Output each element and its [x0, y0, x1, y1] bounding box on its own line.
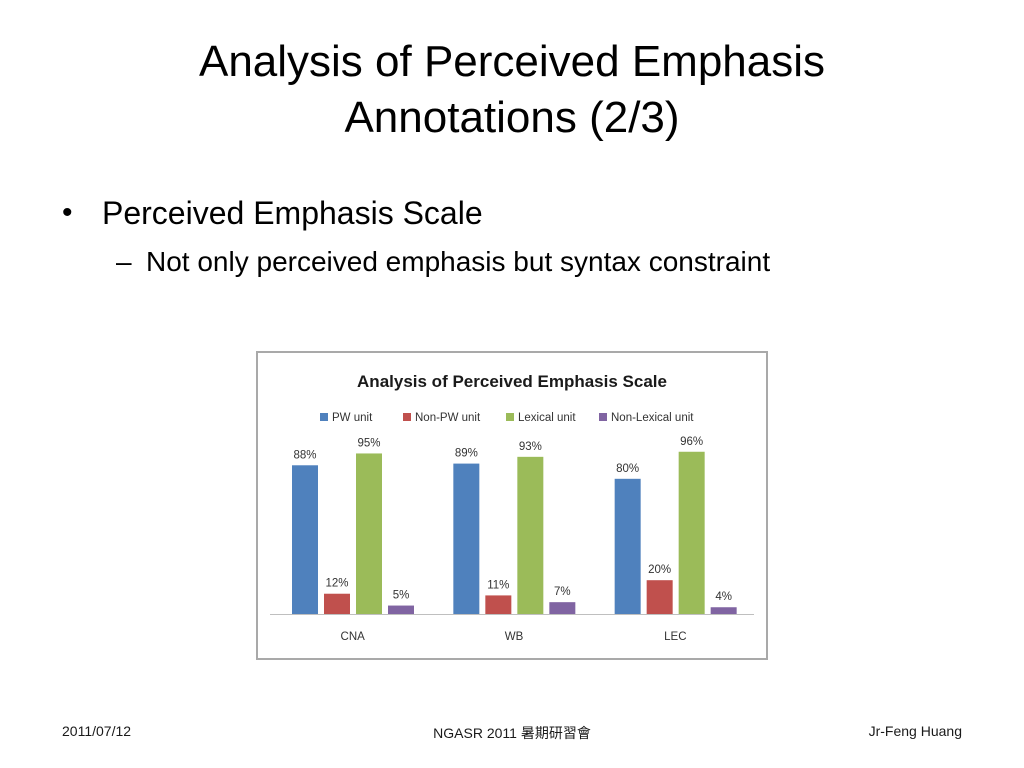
legend-label: Non-PW unit: [415, 412, 481, 424]
chart-bars: 88% 12% 95% 5% 89% 11% 93% 7% 80% 20% 96% 4%: [292, 436, 737, 614]
sub-bullet-text: Not only perceived emphasis but syntax c…: [146, 246, 771, 277]
x-tick-label: CNA: [341, 631, 366, 643]
data-label: 5%: [393, 590, 410, 602]
data-label: 4%: [715, 591, 732, 603]
data-label: 12%: [325, 578, 348, 590]
chart-legend: PW unit Non-PW unit Lexical unit Non-Lexica…: [320, 412, 694, 424]
chart-bar: [517, 456, 544, 614]
legend-item: Non-PW unit: [403, 412, 481, 424]
x-tick-label: LEC: [664, 631, 686, 643]
chart-bar: [710, 607, 737, 614]
data-label: 11%: [487, 579, 509, 591]
legend-label: PW unit: [332, 412, 373, 424]
bullet-marker: •: [62, 196, 73, 229]
legend-item: Lexical unit: [506, 412, 576, 424]
chart-bar: [485, 595, 512, 614]
sub-bullet-marker: –: [116, 246, 132, 277]
bullet-item: • Perceived Emphasis Scale: [62, 188, 982, 238]
data-label: 93%: [519, 441, 542, 453]
chart-svg: Analysis of Perceived Emphasis Scale PW …: [270, 372, 754, 643]
data-label: 88%: [293, 449, 316, 461]
chart-bar: [453, 463, 480, 614]
chart-bar: [356, 453, 382, 614]
slide-title-line2: Annotations (2/3): [344, 93, 680, 142]
data-label: 80%: [616, 463, 639, 475]
bullet-list: • Perceived Emphasis Scale – Not only pe…: [62, 188, 982, 282]
data-label: 95%: [357, 437, 380, 449]
sub-bullet-item: – Not only perceived emphasis but syntax…: [116, 242, 982, 282]
legend-swatch: [320, 413, 328, 421]
slide-title: Analysis of Perceived Emphasis Annotatio…: [60, 34, 964, 146]
footer-date: 2011/07/12: [62, 723, 132, 739]
data-label: 7%: [554, 586, 571, 598]
legend-label: Lexical unit: [518, 412, 576, 424]
x-axis-ticks: CNA WB LEC: [341, 631, 687, 643]
chart-bar: [549, 602, 576, 614]
legend-swatch: [599, 413, 607, 421]
legend-item: Non-Lexical unit: [599, 412, 694, 424]
chart-bar: [388, 605, 414, 614]
footer-event: NGASR 2011 暑期研習會: [433, 725, 591, 741]
legend-swatch: [506, 413, 514, 421]
footer-author: Jr-Feng Huang: [868, 723, 962, 739]
legend-swatch: [403, 413, 411, 421]
slide-title-line1: Analysis of Perceived Emphasis: [198, 37, 826, 86]
legend-label: Non-Lexical unit: [611, 412, 694, 424]
data-label: 89%: [455, 448, 478, 460]
chart-bar: [292, 465, 318, 614]
chart-title: Analysis of Perceived Emphasis Scale: [357, 372, 667, 391]
x-tick-label: WB: [505, 631, 524, 643]
chart-bar: [614, 478, 641, 614]
chart-bar: [678, 451, 705, 614]
bullet-text: Perceived Emphasis Scale: [102, 195, 483, 231]
data-label: 20%: [648, 564, 671, 576]
data-label: 96%: [680, 436, 703, 448]
legend-item: PW unit: [320, 412, 373, 424]
chart-bar: [324, 593, 350, 614]
chart: Analysis of Perceived Emphasis Scale PW …: [256, 351, 768, 660]
chart-bar: [646, 580, 673, 614]
